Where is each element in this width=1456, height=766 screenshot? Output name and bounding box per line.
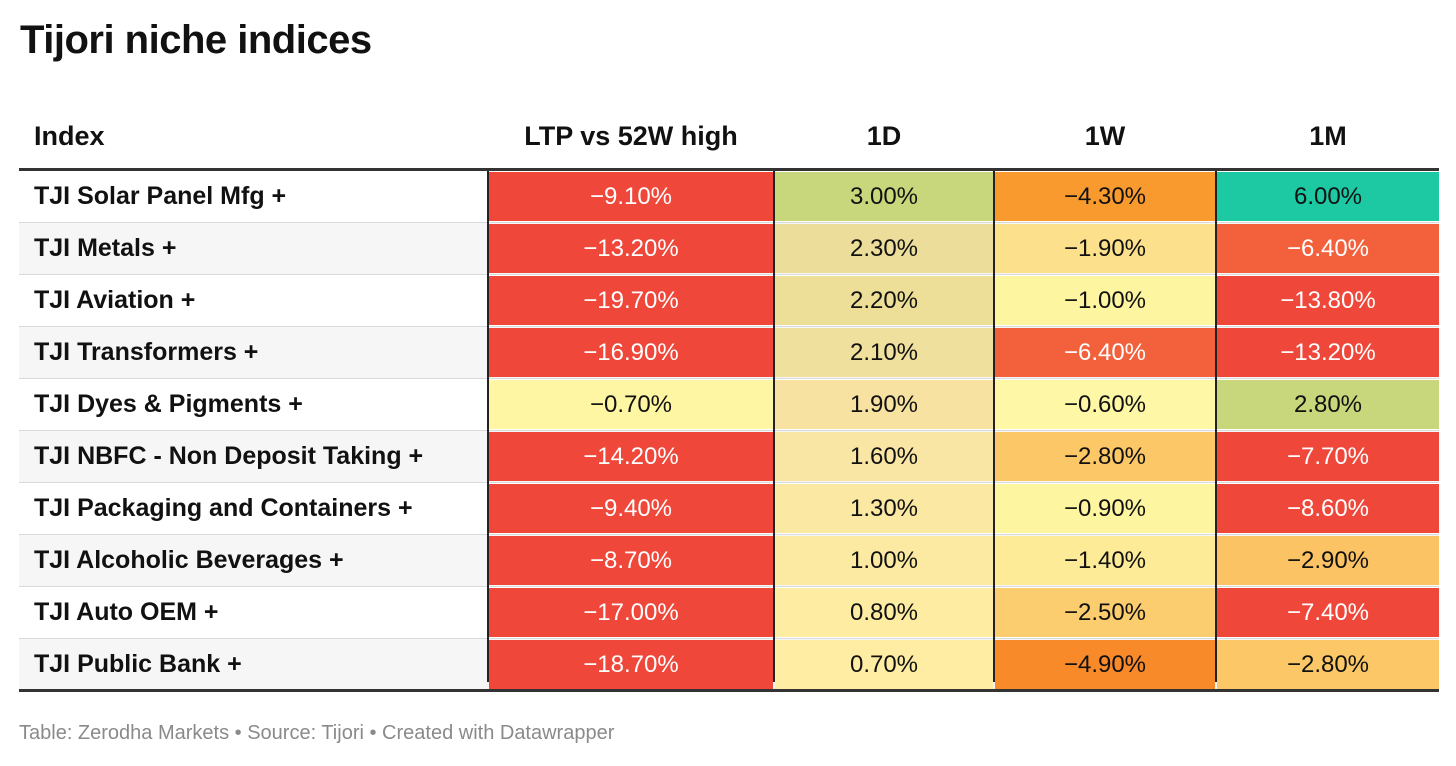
cell-1m: −7.70%	[1217, 432, 1439, 481]
cell-1w: −1.00%	[995, 276, 1215, 325]
cell-1w: −2.80%	[995, 432, 1215, 481]
row-index-name: TJI Alcoholic Beverages +	[34, 546, 344, 574]
cell-1m: −2.80%	[1217, 640, 1439, 689]
header-1w: 1W	[1084, 121, 1126, 151]
header-ltp-vs-52w-high: LTP vs 52W high	[524, 121, 738, 151]
cell-ltp-vs-52w-high: −13.20%	[489, 224, 773, 273]
table-row: TJI Aviation + −19.70% 2.20% −1.00% −13.80%	[19, 275, 1439, 327]
cell-ltp-vs-52w-high: −8.70%	[489, 536, 773, 585]
cell-ltp-vs-52w-high: −19.70%	[489, 276, 773, 325]
column-separator	[773, 171, 775, 682]
table-row: TJI Packaging and Containers + −9.40% 1.30…	[19, 483, 1439, 535]
cell-1d: 2.10%	[775, 328, 993, 377]
cell-ltp-vs-52w-high: −9.10%	[489, 172, 773, 221]
row-index-name: TJI Solar Panel Mfg +	[34, 182, 287, 210]
cell-ltp-vs-52w-high: −14.20%	[489, 432, 773, 481]
row-index-name: TJI Public Bank +	[34, 650, 242, 678]
cell-ltp-vs-52w-high: −17.00%	[489, 588, 773, 637]
row-index-name: TJI Aviation +	[34, 286, 196, 314]
cell-ltp-vs-52w-high: −16.90%	[489, 328, 773, 377]
cell-1d: 2.20%	[775, 276, 993, 325]
table-row: TJI Solar Panel Mfg + −9.10% 3.00% −4.30% 6.…	[19, 171, 1439, 223]
header-index: Index	[34, 121, 105, 151]
cell-1w: −1.90%	[995, 224, 1215, 273]
cell-1w: −2.50%	[995, 588, 1215, 637]
cell-1d: 2.30%	[775, 224, 993, 273]
cell-ltp-vs-52w-high: −0.70%	[489, 380, 773, 429]
cell-1w: −1.40%	[995, 536, 1215, 585]
cell-1m: −8.60%	[1217, 484, 1439, 533]
column-separator	[487, 171, 489, 682]
table-row: TJI NBFC - Non Deposit Taking + −14.20% 1.…	[19, 431, 1439, 483]
cell-1d: 1.30%	[775, 484, 993, 533]
table-row: TJI Dyes & Pigments + −0.70% 1.90% −0.60% 2.…	[19, 379, 1439, 431]
cell-1d: 0.70%	[775, 640, 993, 689]
column-separator	[993, 171, 995, 682]
chart-title: Tijori niche indices	[20, 18, 372, 62]
table-row: TJI Auto OEM + −17.00% 0.80% −2.50% −7.40%	[19, 587, 1439, 639]
cell-1m: −13.80%	[1217, 276, 1439, 325]
row-index-name: TJI Packaging and Containers +	[34, 494, 413, 522]
row-index-name: TJI Transformers +	[34, 338, 259, 366]
cell-1m: 2.80%	[1217, 380, 1439, 429]
cell-1d: 1.60%	[775, 432, 993, 481]
column-separator	[1215, 171, 1217, 682]
cell-1d: 3.00%	[775, 172, 993, 221]
cell-ltp-vs-52w-high: −9.40%	[489, 484, 773, 533]
footer-credits: Table: Zerodha Markets • Source: Tijori …	[19, 722, 615, 744]
cell-1m: −7.40%	[1217, 588, 1439, 637]
table-row: TJI Public Bank + −18.70% 0.70% −4.90% −2.80…	[19, 639, 1439, 692]
header-1m: 1M	[1309, 121, 1347, 151]
cell-1d: 1.90%	[775, 380, 993, 429]
cell-1w: −0.60%	[995, 380, 1215, 429]
cell-1m: −13.20%	[1217, 328, 1439, 377]
cell-1w: −4.30%	[995, 172, 1215, 221]
cell-ltp-vs-52w-high: −18.70%	[489, 640, 773, 689]
cell-1m: 6.00%	[1217, 172, 1439, 221]
row-index-name: TJI Dyes & Pigments +	[34, 390, 303, 418]
cell-1d: 1.00%	[775, 536, 993, 585]
row-index-name: TJI Metals +	[34, 234, 177, 262]
row-index-name: TJI NBFC - Non Deposit Taking +	[34, 442, 424, 470]
cell-1w: −4.90%	[995, 640, 1215, 689]
cell-1w: −6.40%	[995, 328, 1215, 377]
data-table: Index LTP vs 52W high 1D 1W 1M TJI Solar…	[19, 108, 1439, 692]
cell-1m: −2.90%	[1217, 536, 1439, 585]
table-row: TJI Transformers + −16.90% 2.10% −6.40% −13.…	[19, 327, 1439, 379]
header-1d: 1D	[866, 121, 902, 151]
cell-1d: 0.80%	[775, 588, 993, 637]
table-header: Index LTP vs 52W high 1D 1W 1M	[19, 108, 1439, 171]
table-row: TJI Metals + −13.20% 2.30% −1.90% −6.40%	[19, 223, 1439, 275]
row-index-name: TJI Auto OEM +	[34, 598, 219, 626]
table-body: TJI Solar Panel Mfg + −9.10% 3.00% −4.30% 6.…	[19, 171, 1439, 692]
table-row: TJI Alcoholic Beverages + −8.70% 1.00% −1.4…	[19, 535, 1439, 587]
cell-1m: −6.40%	[1217, 224, 1439, 273]
cell-1w: −0.90%	[995, 484, 1215, 533]
